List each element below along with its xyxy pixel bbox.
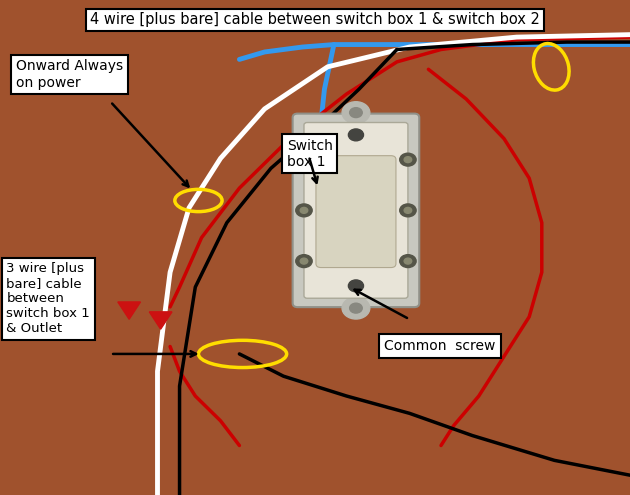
Circle shape: [350, 303, 362, 313]
Circle shape: [300, 156, 307, 163]
Circle shape: [399, 254, 416, 267]
Text: Switch
box 1: Switch box 1: [287, 139, 333, 169]
Circle shape: [404, 258, 411, 264]
Circle shape: [296, 204, 312, 217]
FancyBboxPatch shape: [292, 114, 420, 307]
Circle shape: [296, 254, 312, 267]
FancyBboxPatch shape: [304, 123, 408, 298]
Circle shape: [404, 156, 411, 163]
Circle shape: [404, 207, 411, 213]
FancyBboxPatch shape: [316, 155, 396, 267]
Circle shape: [348, 280, 364, 292]
Circle shape: [348, 129, 364, 141]
Circle shape: [399, 204, 416, 217]
Circle shape: [300, 258, 307, 264]
Polygon shape: [118, 302, 140, 319]
Circle shape: [296, 153, 312, 166]
Polygon shape: [149, 312, 172, 329]
Text: 4 wire [plus bare] cable between switch box 1 & switch box 2: 4 wire [plus bare] cable between switch …: [90, 12, 540, 27]
Text: 3 wire [plus
bare] cable
between
switch box 1
& Outlet: 3 wire [plus bare] cable between switch …: [6, 262, 90, 335]
Circle shape: [342, 297, 370, 319]
Text: Common  screw: Common screw: [384, 339, 496, 353]
Circle shape: [350, 107, 362, 118]
Circle shape: [342, 102, 370, 123]
Text: Onward Always
on power: Onward Always on power: [16, 59, 123, 90]
Circle shape: [399, 153, 416, 166]
Circle shape: [300, 207, 307, 213]
